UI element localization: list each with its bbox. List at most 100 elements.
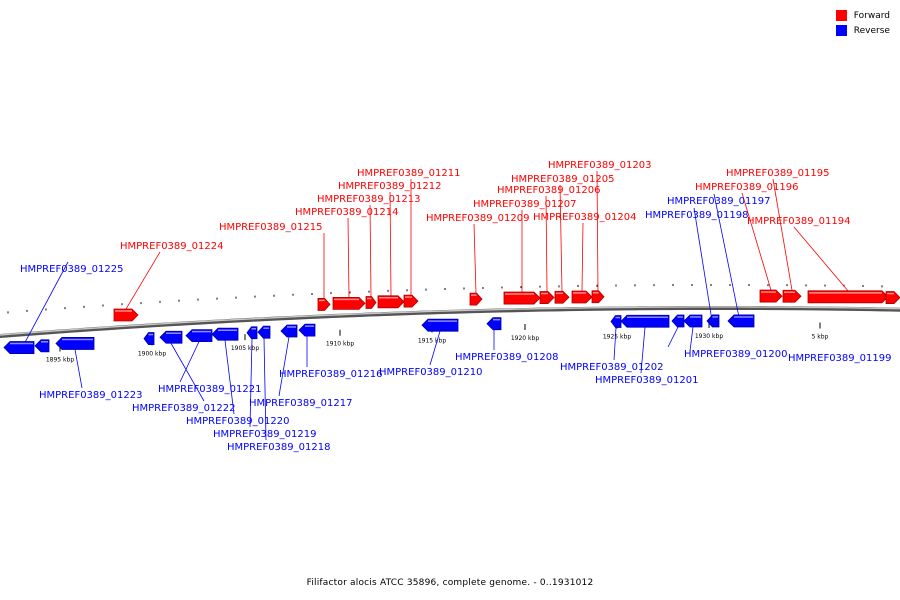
label-leader-line [179, 341, 200, 383]
label-leader-line [369, 204, 372, 297]
gene-label[interactable]: HMPREF0389_01218 [227, 442, 330, 453]
gene-arrow[interactable] [469, 292, 483, 306]
gene-arrow[interactable] [365, 296, 377, 309]
gene-arrow[interactable] [503, 291, 541, 305]
gene-label[interactable]: HMPREF0389_01216 [279, 369, 382, 380]
gene-label[interactable]: HMPREF0389_01206 [497, 185, 600, 196]
label-leader-line [640, 327, 646, 374]
label-leaders [18, 170, 849, 441]
gene-arrow[interactable] [298, 323, 316, 337]
gene-label[interactable]: HMPREF0389_01220 [186, 416, 289, 427]
label-leader-line [667, 326, 679, 348]
legend-swatch-reverse [835, 25, 847, 36]
scale-tick-label: 1925 kbp [603, 334, 631, 341]
label-leader-line [693, 207, 714, 328]
scale-labels: 1895 kbp 1900 kbp 1905 kbp 1910 kbp 1915 kbp… [46, 333, 829, 364]
gene-arrow[interactable] [554, 290, 570, 304]
label-leader-line [772, 178, 793, 291]
gene-label[interactable]: HMPREF0389_01203 [548, 160, 651, 171]
gene-arrow[interactable] [671, 314, 685, 328]
gene-arrow[interactable] [34, 339, 50, 353]
label-leader-line [429, 331, 441, 366]
gene-label[interactable]: HMPREF0389_01198 [645, 210, 748, 221]
gene-label[interactable]: HMPREF0389_01209 [426, 213, 529, 224]
label-leader-line [581, 222, 584, 291]
gene-arrow[interactable] [403, 294, 419, 308]
scale-tick-label: 1895 kbp [46, 357, 74, 364]
legend-label-reverse: Reverse [853, 25, 890, 36]
gene-arrow[interactable] [280, 324, 298, 338]
gene-label[interactable]: HMPREF0389_01202 [560, 362, 663, 373]
gene-label[interactable]: HMPREF0389_01222 [132, 403, 235, 414]
backbone-line [0, 305, 900, 338]
gene-arrow[interactable] [159, 330, 183, 344]
gene-arrow[interactable] [807, 290, 889, 304]
gene-arrow[interactable] [539, 291, 555, 304]
gene-arrow[interactable] [185, 329, 213, 343]
label-leader-line [249, 338, 253, 428]
label-leader-line [74, 349, 83, 389]
gene-arrow[interactable] [620, 314, 670, 328]
gene-arrow[interactable] [332, 296, 366, 310]
gene-label[interactable]: HMPREF0389_01194 [747, 216, 850, 227]
gene-arrow[interactable] [759, 289, 783, 303]
label-leader-line [278, 336, 290, 397]
gene-label[interactable]: HMPREF0389_01213 [317, 194, 420, 205]
gene-label[interactable]: HMPREF0389_01204 [533, 212, 636, 223]
scale-tick-label: 1905 kbp [231, 345, 259, 352]
gene-arrow[interactable] [571, 290, 593, 304]
gene-arrow[interactable] [727, 314, 755, 328]
legend-item-reverse: Reverse [835, 23, 890, 38]
gene-arrow[interactable] [3, 341, 35, 354]
gene-arrow[interactable] [257, 325, 271, 339]
gene-arrow[interactable] [246, 326, 258, 340]
gene-label[interactable]: HMPREF0389_01217 [249, 398, 352, 409]
backbone-highlight [0, 306, 900, 336]
gene-arrow[interactable] [113, 308, 139, 322]
gene-label[interactable]: HMPREF0389_01224 [120, 241, 223, 252]
scale-tick-label: 1910 kbp [326, 341, 354, 348]
label-leader-line [347, 217, 350, 298]
gene-label[interactable]: HMPREF0389_01199 [788, 353, 891, 364]
scale-tick-label: 1920 kbp [511, 335, 539, 342]
gene-label[interactable]: HMPREF0389_01212 [338, 181, 441, 192]
scale-ticks [7, 283, 883, 352]
legend-swatch-forward [835, 10, 847, 21]
gene-arrow[interactable] [486, 317, 502, 331]
gene-arrow[interactable] [143, 332, 155, 345]
label-leader-line [545, 195, 548, 292]
gene-label[interactable]: HMPREF0389_01207 [473, 199, 576, 210]
gene-label[interactable]: HMPREF0389_01210 [379, 367, 482, 378]
gene-label[interactable]: HMPREF0389_01197 [667, 196, 770, 207]
gene-label[interactable]: HMPREF0389_01225 [20, 264, 123, 275]
gene-label[interactable]: HMPREF0389_01201 [595, 375, 698, 386]
gene-arrow[interactable] [211, 327, 239, 341]
gene-arrow[interactable] [55, 337, 95, 350]
genome-caption: Filifactor alocis ATCC 35896, complete g… [306, 578, 594, 588]
label-leader-line [224, 340, 235, 415]
gene-label[interactable]: HMPREF0389_01205 [511, 174, 614, 185]
gene-arrow[interactable] [706, 314, 720, 328]
gene-label[interactable]: HMPREF0389_01211 [357, 168, 460, 179]
gene-label[interactable]: HMPREF0389_01221 [158, 384, 261, 395]
gene-label[interactable]: HMPREF0389_01195 [726, 168, 829, 179]
gene-arrow[interactable] [782, 289, 802, 303]
gene-label[interactable]: HMPREF0389_01214 [295, 207, 398, 218]
gene-arrow[interactable] [377, 295, 405, 309]
scale-tick-label: 5 kbp [812, 333, 829, 340]
gene-label[interactable]: HMPREF0389_01200 [684, 349, 787, 360]
gene-arrow[interactable] [683, 314, 703, 328]
label-leader-line [741, 192, 772, 291]
gene-arrow[interactable] [610, 315, 622, 328]
gene-arrow[interactable] [591, 290, 605, 304]
gene-label[interactable]: HMPREF0389_01215 [219, 222, 322, 233]
gene-label[interactable]: HMPREF0389_01196 [695, 182, 798, 193]
gene-label[interactable]: HMPREF0389_01208 [455, 352, 558, 363]
gene-arrow[interactable] [421, 318, 459, 332]
gene-arrow[interactable] [885, 291, 900, 304]
legend-item-forward: Forward [835, 8, 890, 23]
gene-label[interactable]: HMPREF0389_01219 [213, 429, 316, 440]
gene-arrow[interactable] [317, 298, 331, 311]
gene-label[interactable]: HMPREF0389_01223 [39, 390, 142, 401]
